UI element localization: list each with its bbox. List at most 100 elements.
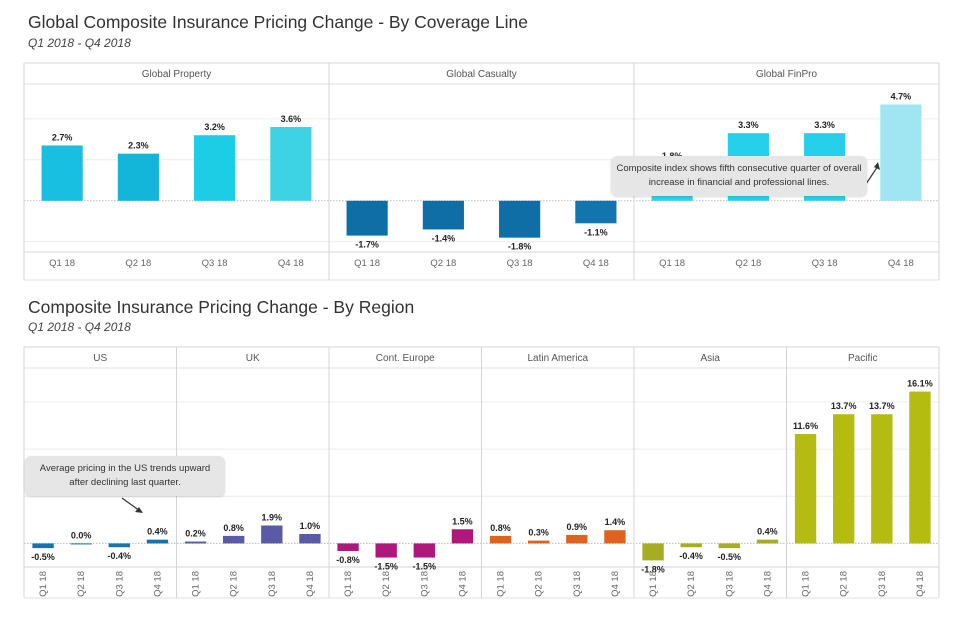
coverage-data-label: 3.2%	[204, 122, 225, 132]
chart2-title: Composite Insurance Pricing Change - By …	[28, 297, 415, 317]
region-tick-label: Q2 18	[381, 571, 392, 597]
region-data-label: 0.8%	[490, 523, 511, 533]
coverage-tick-label: Q2 18	[735, 258, 761, 269]
coverage-bar	[117, 153, 159, 201]
region-tick-label: Q1 18	[496, 571, 507, 597]
coverage-bar	[422, 200, 464, 230]
coverage-data-label: 3.3%	[814, 120, 835, 130]
region-data-label: -0.5%	[718, 552, 742, 562]
finpro-arrowhead	[874, 162, 880, 170]
region-tick-label: Q2 18	[839, 571, 850, 597]
region-data-label: 1.4%	[605, 517, 626, 527]
region-bar	[223, 535, 245, 544]
us-annotation-arrow	[121, 497, 141, 512]
region-panel-header: US	[93, 353, 107, 364]
region-panel-header: Pacific	[848, 353, 877, 364]
region-bar	[184, 541, 207, 544]
region-bar	[261, 525, 283, 544]
region-data-label: 0.2%	[185, 529, 206, 539]
coverage-bar	[194, 135, 236, 201]
region-tick-label: Q4 18	[610, 571, 621, 597]
region-bar	[413, 543, 435, 558]
region-tick-label: Q2 18	[76, 571, 87, 597]
region-bar	[871, 414, 893, 544]
region-data-label: 0.0%	[71, 530, 92, 540]
region-bar	[718, 543, 740, 549]
region-tick-label: Q4 18	[762, 571, 773, 597]
coverage-panel-header: Global Property	[142, 69, 211, 80]
region-bar	[680, 543, 702, 548]
coverage-data-label: 4.7%	[891, 91, 912, 101]
region-bar	[756, 539, 779, 544]
coverage-bar	[346, 200, 388, 236]
coverage-data-label: 3.6%	[281, 114, 302, 124]
region-data-label: 0.9%	[567, 522, 588, 532]
region-bar	[108, 543, 130, 548]
region-data-label: -0.4%	[108, 551, 132, 561]
region-data-label: 13.7%	[869, 401, 895, 411]
region-bar	[642, 543, 664, 561]
region-bar	[32, 543, 54, 549]
chart2-subtitle: Q1 2018 - Q4 2018	[28, 320, 131, 334]
region-tick-label: Q4 18	[152, 571, 163, 597]
region-bar	[146, 539, 169, 544]
region-data-label: -0.5%	[31, 552, 55, 562]
region-tick-label: Q1 18	[191, 571, 202, 597]
region-tick-label: Q1 18	[801, 571, 812, 597]
region-tick-label: Q4 18	[457, 571, 468, 597]
coverage-data-label: 1.8%	[662, 151, 683, 161]
region-bar	[451, 529, 474, 544]
region-bar	[909, 391, 931, 544]
coverage-bar	[499, 200, 541, 238]
region-data-label: -0.4%	[679, 551, 703, 561]
coverage-data-label: -1.8%	[508, 242, 532, 252]
region-data-label: 1.5%	[452, 516, 473, 526]
region-data-label: 13.7%	[831, 401, 857, 411]
region-bar	[604, 530, 626, 544]
region-panel-header: Asia	[701, 353, 721, 364]
region-panel-header: Latin America	[527, 353, 588, 364]
coverage-data-label: -1.7%	[355, 240, 379, 250]
region-tick-label: Q1 18	[38, 571, 49, 597]
region-panel-header: Cont. Europe	[376, 353, 435, 364]
region-bar	[375, 543, 397, 558]
coverage-bar	[575, 200, 617, 224]
region-bar	[299, 533, 321, 544]
region-bar	[794, 434, 817, 544]
coverage-panel-header: Global Casualty	[446, 69, 517, 80]
coverage-bar	[270, 127, 312, 201]
region-tick-label: Q3 18	[267, 571, 278, 597]
region-data-label: 0.8%	[223, 523, 244, 533]
region-data-label: 0.4%	[147, 527, 168, 537]
region-tick-label: Q4 18	[915, 571, 926, 597]
coverage-tick-label: Q4 18	[888, 258, 914, 269]
region-tick-label: Q4 18	[305, 571, 316, 597]
region-data-label: -0.8%	[336, 555, 360, 565]
coverage-data-label: -1.4%	[432, 233, 456, 243]
coverage-tick-label: Q3 18	[202, 258, 228, 269]
region-bar	[528, 540, 550, 544]
region-data-label: 1.9%	[262, 513, 283, 523]
region-data-label: 0.4%	[757, 527, 778, 537]
coverage-bar	[880, 104, 922, 201]
region-bar	[337, 543, 359, 551]
coverage-tick-label: Q3 18	[507, 258, 533, 269]
coverage-tick-label: Q2 18	[125, 258, 151, 269]
coverage-data-label: 3.3%	[738, 120, 759, 130]
region-bar	[70, 543, 92, 545]
region-data-label: -1.8%	[641, 564, 665, 574]
coverage-tick-label: Q2 18	[430, 258, 456, 269]
region-tick-label: Q2 18	[229, 571, 240, 597]
region-bar	[566, 534, 588, 544]
region-tick-label: Q3 18	[724, 571, 735, 597]
coverage-tick-label: Q3 18	[812, 258, 838, 269]
region-data-label: -1.5%	[374, 562, 398, 572]
region-data-label: 11.6%	[793, 421, 818, 431]
region-tick-label: Q1 18	[343, 571, 354, 597]
coverage-panel-header: Global FinPro	[756, 69, 818, 80]
finpro-annotation: Composite index shows fifth consecutive …	[611, 156, 867, 196]
coverage-tick-label: Q1 18	[49, 258, 75, 269]
region-tick-label: Q2 18	[686, 571, 697, 597]
region-tick-label: Q3 18	[419, 571, 430, 597]
